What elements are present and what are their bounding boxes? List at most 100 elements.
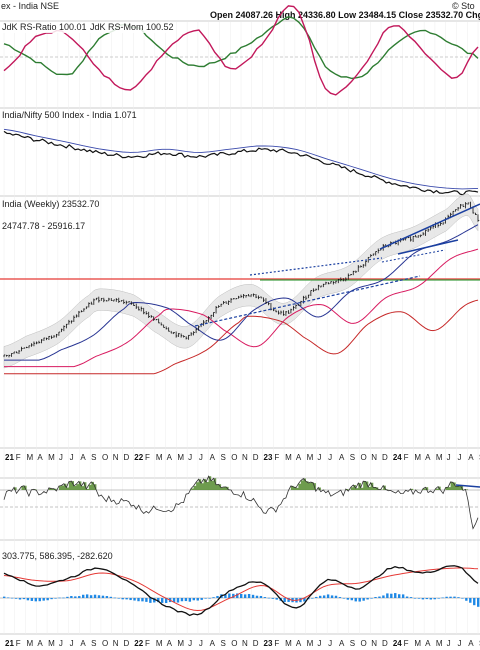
x-tick-label: S	[350, 453, 355, 462]
macd-hist-bar	[287, 598, 290, 602]
x-tick-label: J	[317, 453, 321, 462]
bollinger-band	[3, 193, 479, 369]
x-tick-label: A	[468, 453, 474, 462]
x-tick-label: M	[156, 453, 163, 462]
rs-ratio-line	[3, 15, 479, 80]
macd-hist-bar	[417, 598, 421, 599]
macd-hist-bar	[97, 595, 101, 598]
x-tick-label: N	[371, 453, 377, 462]
macd-hist-bar	[342, 598, 346, 599]
macd-hist-bar	[441, 597, 444, 599]
macd-signal-line	[3, 567, 479, 612]
x-tick-label: J	[447, 639, 451, 648]
x-tick-label: J	[328, 453, 332, 462]
macd-hist-bar	[437, 598, 440, 599]
x-tick-label: F	[145, 639, 150, 648]
macd-hist-bar	[161, 598, 164, 603]
macd-hist-bar	[46, 598, 49, 601]
x-tick-label: F	[16, 453, 21, 462]
x-tick-label: F	[404, 453, 409, 462]
x-tick-label: A	[167, 639, 173, 648]
macd-hist-bar	[82, 594, 85, 598]
macd-hist-bar	[228, 593, 231, 598]
macd-hist-bar	[164, 598, 168, 604]
macd-hist-bar	[275, 598, 278, 600]
x-tick-label: A	[167, 453, 173, 462]
macd-hist-bar	[386, 593, 389, 598]
macd-hist-bar	[334, 595, 338, 598]
macd-hist-bar	[196, 598, 199, 601]
x-tick-label: M	[414, 639, 421, 648]
x-tick-label: J	[188, 639, 192, 648]
x-tick-label: D	[253, 639, 259, 648]
macd-hist-bar	[338, 597, 342, 598]
macd-hist-bar	[113, 597, 116, 599]
macd-hist-bar	[54, 598, 57, 599]
macd-hist-bar	[354, 598, 357, 602]
macd-hist-bar	[255, 595, 259, 598]
macd-hist-bar	[10, 597, 14, 599]
macd-hist-bar	[409, 597, 413, 598]
x-tick-label: O	[102, 639, 108, 648]
macd-hist-bar	[42, 598, 45, 601]
macd-hist-bar	[141, 598, 144, 602]
rrg-ratio-label: JdK RS-Ratio 100.01	[2, 22, 87, 32]
x-tick-label: D	[382, 639, 388, 648]
x-tick-label: J	[70, 639, 74, 648]
x-tick-label: A	[37, 453, 43, 462]
macd-histogram	[3, 593, 480, 607]
x-tick-label: 24	[393, 639, 402, 648]
x-tick-label: N	[242, 453, 248, 462]
macd-hist-bar	[477, 598, 480, 607]
relative-line	[3, 130, 479, 196]
macd-hist-bar	[473, 598, 476, 606]
x-tick-label: N	[113, 639, 119, 648]
macd-hist-bar	[330, 595, 334, 598]
macd-hist-bar	[425, 598, 429, 600]
macd-hist-bar	[319, 595, 322, 598]
macd-hist-bar	[358, 598, 361, 602]
macd-line	[3, 565, 479, 617]
channel-upper-solid	[379, 203, 480, 250]
macd-hist-bar	[303, 598, 306, 602]
x-tick-label: F	[274, 453, 279, 462]
macd-hist-bar	[137, 598, 140, 602]
macd-hist-bar	[50, 598, 53, 600]
macd-hist-bar	[176, 598, 180, 603]
rrg-panel: JdK RS-Ratio 100.01 JdK RS-Mom 100.52	[0, 5, 480, 96]
price-sublabel: 24747.78 - 25916.17	[2, 221, 85, 231]
x-tick-label: J	[199, 639, 203, 648]
macd-hist-bar	[259, 595, 263, 598]
macd-hist-bar	[14, 598, 18, 599]
macd-hist-bar	[62, 597, 65, 599]
x-axis-labels-top: 21 F M A M J J A S O N D 22 F M A M J J A S O N D 23 F M A M J J A S O N D 2…	[5, 453, 480, 462]
x-tick-label: 23	[264, 453, 273, 462]
macd-hist-bar	[192, 598, 195, 601]
ma-mid-line	[4, 248, 479, 368]
osc-trendline	[455, 484, 480, 488]
panel-frames	[0, 20, 480, 635]
macd-hist-bar	[271, 598, 274, 599]
x-tick-label: A	[210, 639, 216, 648]
macd-panel: 303.775, 586.395, -282.620	[0, 551, 480, 617]
header-title: ex - India NSE	[1, 1, 59, 11]
x-tick-label: M	[156, 639, 163, 648]
macd-hist-bar	[58, 597, 61, 599]
macd-hist-bar	[149, 598, 152, 603]
x-tick-label: M	[307, 639, 314, 648]
macd-hist-bar	[299, 598, 302, 603]
x-tick-label: A	[210, 453, 216, 462]
x-tick-label: O	[361, 639, 367, 648]
x-tick-label: J	[199, 453, 203, 462]
macd-hist-bar	[382, 595, 385, 598]
relative-label: India/Nifty 500 Index - India 1.071	[2, 110, 137, 120]
macd-hist-bar	[121, 598, 124, 600]
x-tick-label: O	[102, 453, 108, 462]
x-tick-label: D	[253, 453, 259, 462]
x-tick-label: M	[285, 453, 292, 462]
macd-hist-bar	[180, 598, 184, 602]
macd-hist-bar	[394, 593, 397, 598]
macd-hist-bar	[350, 598, 353, 601]
x-tick-label: A	[339, 453, 345, 462]
